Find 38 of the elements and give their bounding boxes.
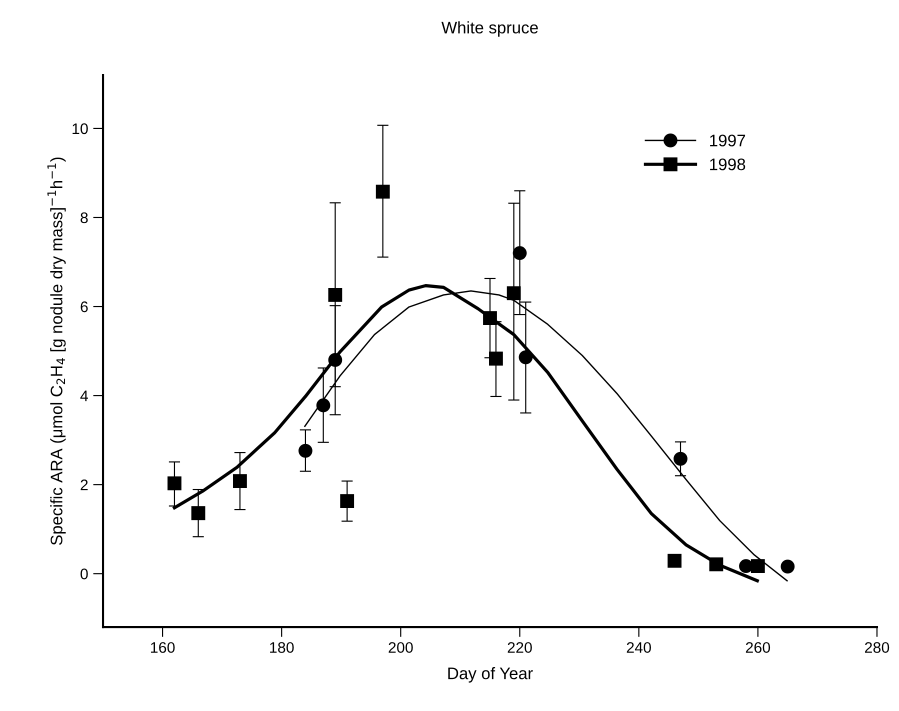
x-axis-title: Day of Year <box>448 667 533 683</box>
y-tick-label: 6 <box>80 301 88 312</box>
point <box>328 288 342 302</box>
point <box>739 559 753 574</box>
x-tick-label: 160 <box>150 642 175 653</box>
point <box>489 352 503 366</box>
y-tick-label: 2 <box>80 479 88 490</box>
point <box>376 184 390 199</box>
y-tick-label: 8 <box>80 212 88 224</box>
point <box>668 554 682 568</box>
legend-label: 1998 <box>710 158 746 170</box>
point <box>674 452 688 466</box>
point <box>518 350 533 364</box>
point <box>506 286 521 300</box>
point <box>709 557 724 572</box>
point <box>233 474 247 488</box>
x-tick-label: 220 <box>508 642 532 653</box>
x-tick-label: 240 <box>626 642 651 653</box>
point <box>298 444 312 458</box>
point <box>750 559 765 574</box>
x-tick-label: 260 <box>746 642 770 653</box>
x-tick-label: 280 <box>865 642 890 653</box>
point <box>168 476 182 490</box>
x-tick-label: 180 <box>270 642 294 653</box>
legend-label: 1997 <box>710 134 746 146</box>
y-tick-label: 4 <box>80 390 88 402</box>
chart-title: White spruce <box>441 21 538 37</box>
y-tick-label: 10 <box>72 123 88 134</box>
point <box>340 494 354 508</box>
y-tick-label: 0 <box>80 568 88 580</box>
point <box>483 311 497 326</box>
point <box>328 353 342 367</box>
point <box>512 246 527 260</box>
point <box>191 506 206 520</box>
x-tick-label: 200 <box>388 642 413 653</box>
point <box>780 560 795 574</box>
point <box>316 398 330 412</box>
text: Specific ARA (μmol C$_{2}$H$_{4}$ [g nodule dry mass]$^{−1}$h$^{−1}$) <box>47 158 66 545</box>
